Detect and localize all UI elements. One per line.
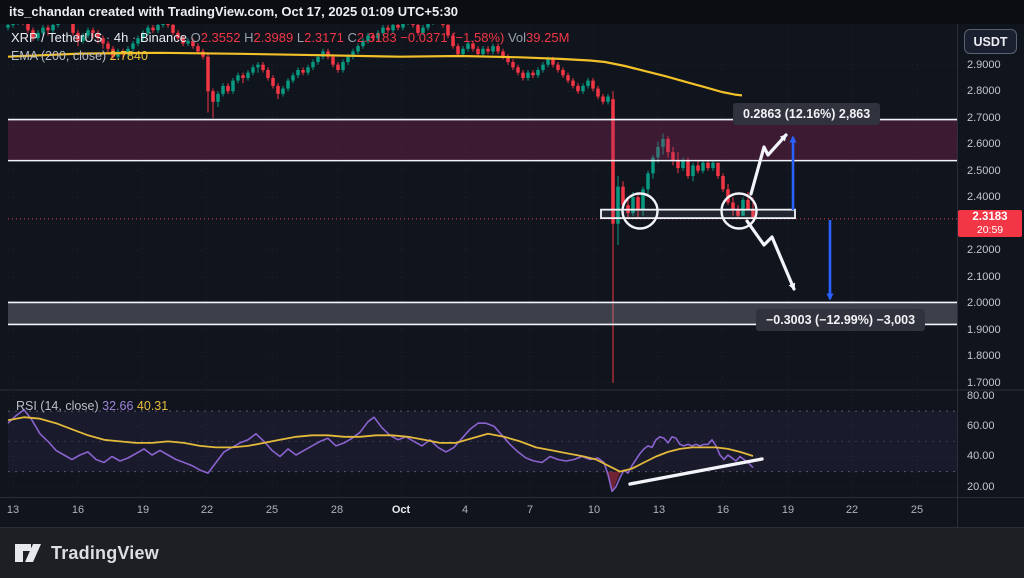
price-tick-label: 1.7000 bbox=[967, 376, 1001, 389]
volume-label: Vol bbox=[507, 30, 527, 45]
time-axis[interactable]: 13 16 19 22 25 28 Oct 4 7 10 13 16 19 22 25 bbox=[0, 497, 1024, 528]
price-tick-label: 1.9000 bbox=[967, 323, 1001, 336]
ema-value: 2.7840 bbox=[109, 49, 148, 63]
interval-label[interactable]: 4h bbox=[113, 30, 129, 45]
ohlc-h-value: 2.3989 bbox=[253, 30, 294, 45]
ema-label[interactable]: EMA (200, close) bbox=[11, 49, 107, 63]
rsi-ma-line[interactable] bbox=[7, 416, 754, 473]
rsi-oversold-fill bbox=[606, 471, 621, 490]
ohlc-l-label: L bbox=[296, 30, 305, 45]
ohlc-h-label: H bbox=[244, 30, 254, 45]
rsi-line[interactable] bbox=[7, 408, 754, 493]
ohlc-o-label: O bbox=[190, 30, 201, 45]
short-target-label[interactable]: −0.3003 (−12.99%) −3,003 bbox=[756, 309, 926, 331]
double-bottom-circle-drawing[interactable] bbox=[720, 192, 758, 230]
time-tick-label: 19 bbox=[136, 504, 150, 516]
time-tick-label: 4 bbox=[461, 504, 469, 516]
volume-value: 39.25M bbox=[526, 30, 570, 45]
price-tick-label: 2.1000 bbox=[967, 270, 1001, 283]
change-value: −0.0371 (−1.58%) bbox=[400, 30, 505, 45]
separator-dot: · bbox=[131, 30, 137, 45]
time-tick-label: 13 bbox=[652, 504, 666, 516]
support-box-drawing[interactable] bbox=[600, 208, 796, 220]
rsi-tick-label: 80.00 bbox=[967, 390, 995, 402]
price-tick-label: 2.6000 bbox=[967, 138, 1001, 151]
time-tick-label: 7 bbox=[526, 504, 534, 516]
rsi-pane[interactable] bbox=[7, 408, 957, 493]
rsi-tick-label: 60.00 bbox=[967, 420, 995, 433]
time-tick-label: 16 bbox=[716, 504, 730, 516]
currency-toggle-button[interactable]: USDT bbox=[964, 29, 1017, 54]
ohlc-c-label: C bbox=[347, 30, 357, 45]
price-tick-label: 2.0000 bbox=[967, 297, 1001, 310]
bar-countdown: 20:59 bbox=[976, 224, 1004, 236]
price-tick-label: 2.7000 bbox=[967, 111, 1001, 124]
price-tick-label: 2.8000 bbox=[967, 85, 1001, 98]
ohlc-o-value: 2.3552 bbox=[200, 30, 241, 45]
time-tick-label: 13 bbox=[6, 504, 20, 516]
attribution-bar: its_chandan created with TradingView.com… bbox=[0, 0, 1024, 24]
time-tick-label: 22 bbox=[845, 504, 859, 516]
time-tick-label: 25 bbox=[265, 504, 279, 516]
price-scale-axis[interactable]: USDT 2.3183 20:59 2.9000 2.8000 2.7000 2.60… bbox=[957, 0, 1024, 527]
chart-legend[interactable]: XRP / TetherUS · 4h · Binance O2.3552 H2… bbox=[11, 29, 569, 65]
rsi-label[interactable]: RSI (14, close) bbox=[16, 399, 99, 413]
time-tick-label: 28 bbox=[330, 504, 344, 516]
separator-dot: · bbox=[105, 30, 111, 45]
time-tick-label: Oct bbox=[391, 504, 411, 516]
ema-200-line[interactable] bbox=[7, 51, 743, 97]
price-tick-label: 2.9000 bbox=[967, 58, 1001, 71]
symbol-row[interactable]: XRP / TetherUS · 4h · Binance O2.3552 H2… bbox=[11, 29, 569, 46]
rsi-indicator-row[interactable]: RSI (14, close) 32.66 40.31 bbox=[16, 399, 168, 413]
long-target-label[interactable]: 0.2863 (12.16%) 2,863 bbox=[733, 103, 881, 125]
price-tick-label: 2.5000 bbox=[967, 164, 1001, 177]
rsi-value: 32.66 bbox=[102, 399, 134, 413]
rsi-tick-label: 20.00 bbox=[967, 480, 995, 493]
rsi-tick-label: 40.00 bbox=[967, 450, 995, 463]
demand-zone[interactable] bbox=[8, 301, 957, 326]
rsi-ma-value: 40.31 bbox=[136, 399, 169, 413]
price-tick-label: 2.2000 bbox=[967, 244, 1001, 257]
tradingview-logo-icon bbox=[15, 544, 41, 562]
last-price-value: 2.3183 bbox=[972, 211, 1008, 223]
time-tick-label: 16 bbox=[71, 504, 85, 516]
attribution-text: its_chandan created with TradingView.com… bbox=[9, 4, 459, 19]
rsi-trendline-drawing[interactable] bbox=[628, 457, 764, 486]
double-bottom-circle-drawing[interactable] bbox=[621, 192, 659, 230]
branding-bar: TradingView bbox=[0, 528, 1024, 578]
symbol-title[interactable]: XRP / TetherUS bbox=[11, 30, 103, 45]
supply-zone[interactable] bbox=[8, 118, 957, 162]
ema-indicator-row[interactable]: EMA (200, close) 2.7840 bbox=[11, 48, 569, 65]
ohlc-l-value: 2.3171 bbox=[304, 30, 344, 45]
time-tick-label: 25 bbox=[910, 504, 924, 516]
ohlc-c-value: 2.3183 bbox=[356, 30, 397, 45]
time-tick-label: 10 bbox=[587, 504, 601, 516]
price-tick-label: 1.8000 bbox=[967, 350, 1001, 363]
price-tick-label: 2.4000 bbox=[967, 191, 1001, 204]
tradingview-wordmark: TradingView bbox=[51, 542, 159, 563]
bullish-projection-arrow[interactable] bbox=[749, 133, 788, 196]
bearish-projection-arrow[interactable] bbox=[745, 219, 796, 291]
exchange-label: Binance bbox=[139, 30, 187, 45]
time-tick-label: 22 bbox=[200, 504, 214, 516]
last-price-badge[interactable]: 2.3183 20:59 bbox=[958, 210, 1022, 237]
time-tick-label: 19 bbox=[781, 504, 795, 516]
grid-lines bbox=[8, 0, 957, 497]
